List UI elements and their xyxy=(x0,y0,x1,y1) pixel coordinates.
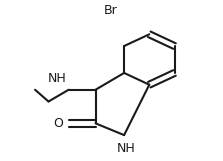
Text: NH: NH xyxy=(117,142,136,155)
Text: NH: NH xyxy=(48,72,67,85)
Text: O: O xyxy=(54,117,64,130)
Text: Br: Br xyxy=(104,5,118,18)
